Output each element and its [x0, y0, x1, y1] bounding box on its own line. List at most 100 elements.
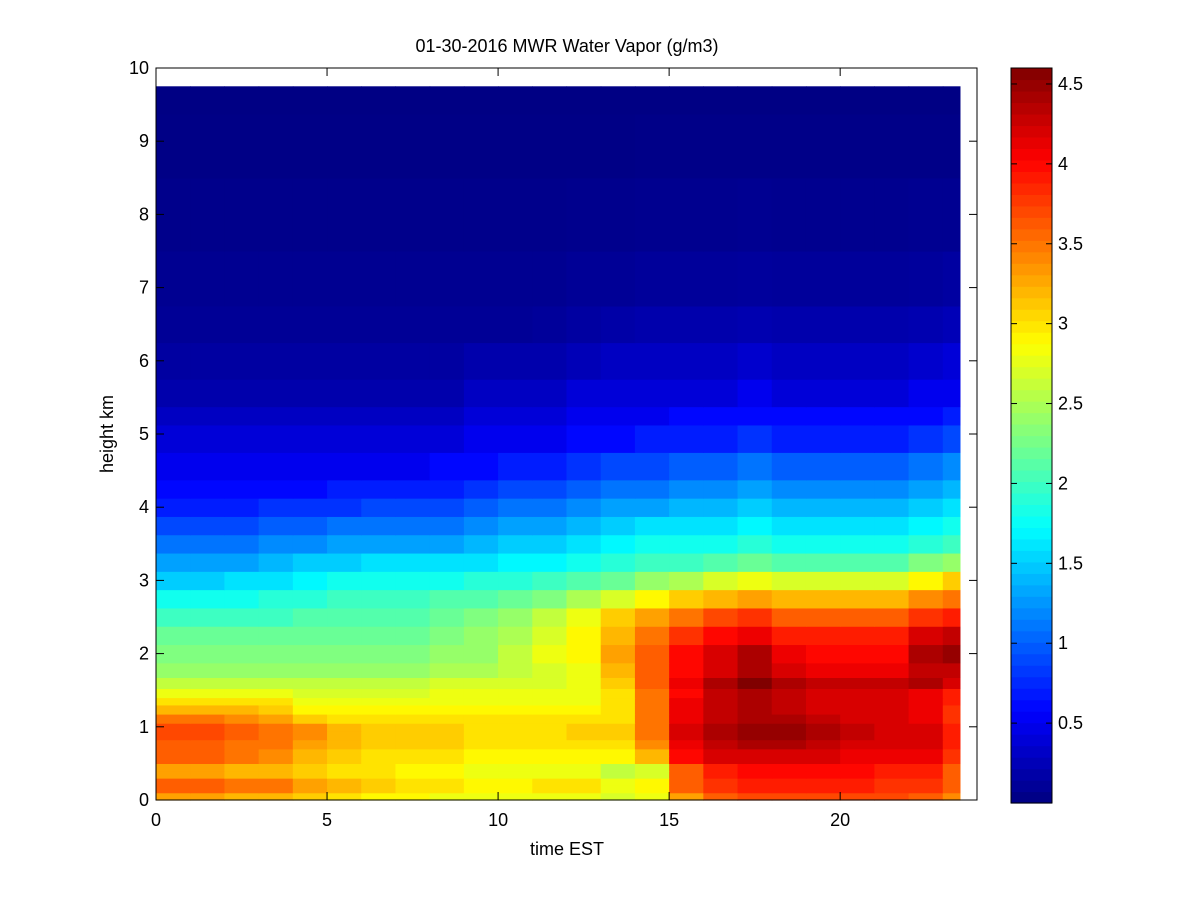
heatmap-cell [600, 177, 636, 252]
heatmap-cell [532, 723, 568, 732]
heatmap-cell [224, 589, 260, 609]
heatmap-cell [156, 697, 191, 706]
heatmap-cell [361, 498, 397, 517]
heatmap-cell [292, 452, 328, 481]
heatmap-cell [463, 662, 499, 678]
heatmap-cell [156, 713, 191, 724]
heatmap-cell [771, 662, 807, 678]
heatmap-cell [395, 739, 431, 750]
heatmap-cell [566, 552, 602, 572]
heatmap-cell [498, 424, 533, 453]
heatmap-cell [634, 424, 670, 453]
heatmap-cell [498, 305, 533, 344]
heatmap-cell [566, 704, 602, 715]
heatmap-cell [805, 86, 841, 115]
heatmap-cell [258, 792, 294, 801]
colorbar-segment [1011, 355, 1052, 368]
heatmap-cell [908, 552, 944, 572]
heatmap-cell [156, 516, 191, 536]
colorbar-tick-label: 3.5 [1058, 234, 1083, 254]
heatmap-cell [703, 697, 739, 706]
colorbar-segment [1011, 286, 1052, 299]
colorbar-segment [1011, 561, 1052, 574]
heatmap-cell [498, 498, 533, 517]
heatmap-cell [361, 756, 397, 764]
heatmap-cell [258, 251, 294, 307]
heatmap-cell [634, 730, 670, 741]
heatmap-cell [600, 748, 636, 757]
heatmap-cell [463, 589, 499, 609]
heatmap-cell [634, 607, 670, 627]
heatmap-cell [669, 730, 704, 741]
colorbar-segment [1011, 194, 1052, 207]
colorbar-segment [1011, 309, 1052, 322]
heatmap-cell [292, 251, 328, 307]
heatmap-cell [532, 251, 568, 307]
heatmap-cell [156, 534, 191, 554]
heatmap-cell [771, 748, 807, 757]
heatmap-cell [566, 251, 602, 307]
heatmap-cell [600, 113, 636, 179]
heatmap-cell [634, 86, 670, 115]
heatmap-cell [600, 662, 636, 678]
heatmap-cell [463, 704, 499, 715]
heatmap-cell [600, 763, 636, 772]
heatmap-cell [190, 730, 226, 741]
heatmap-cell [258, 730, 294, 741]
heatmap-cell [942, 424, 961, 453]
heatmap-cell [840, 479, 875, 499]
heatmap-cell [669, 379, 704, 408]
heatmap-cell [737, 697, 773, 706]
heatmap-cell [874, 86, 910, 115]
heatmap-cell [737, 713, 773, 724]
heatmap-cell [805, 763, 841, 772]
heatmap-cell [190, 552, 226, 572]
heatmap-cell [600, 424, 636, 453]
heatmap-cell [737, 792, 773, 801]
heatmap-cell [840, 406, 875, 426]
heatmap-cell [634, 756, 670, 764]
heatmap-cell [942, 379, 961, 408]
heatmap-cell [498, 756, 533, 764]
heatmap-cell [566, 406, 602, 426]
heatmap-cell [327, 704, 362, 715]
heatmap-cell [429, 177, 465, 252]
y-tick-label: 0 [139, 790, 149, 810]
colorbar-segment [1011, 102, 1052, 115]
heatmap-cell [600, 626, 636, 646]
heatmap-cell [292, 688, 328, 699]
heatmap-cell [327, 607, 362, 627]
heatmap-cell [771, 626, 807, 646]
heatmap-cell [908, 644, 944, 664]
heatmap-cell [224, 677, 260, 689]
heatmap-cell [908, 723, 944, 732]
heatmap-cell [908, 452, 944, 481]
colorbar-segment [1011, 722, 1052, 735]
heatmap-cell [156, 763, 191, 772]
heatmap-cell [703, 479, 739, 499]
heatmap-cell [292, 177, 328, 252]
heatmap-cell [908, 379, 944, 408]
heatmap-cell [600, 607, 636, 627]
colorbar-segment [1011, 297, 1052, 310]
heatmap-cell [395, 251, 431, 307]
heatmap-cell [874, 607, 910, 627]
heatmap-cell [463, 792, 499, 801]
heatmap-cell [395, 479, 431, 499]
heatmap-cell [429, 626, 465, 646]
heatmap-cell [361, 251, 397, 307]
heatmap-cell [805, 677, 841, 689]
heatmap-cell [840, 677, 875, 689]
colorbar-segment [1011, 424, 1052, 437]
colorbar-segment [1011, 596, 1052, 609]
heatmap-cell [874, 739, 910, 750]
heatmap-cell [805, 251, 841, 307]
heatmap-cell [805, 730, 841, 741]
heatmap-cell [771, 778, 807, 786]
heatmap-cell [395, 552, 431, 572]
heatmap-cell [634, 626, 670, 646]
heatmap-cell [292, 498, 328, 517]
heatmap-cell [429, 607, 465, 627]
heatmap-cell [327, 571, 362, 591]
heatmap-cell [224, 770, 260, 779]
